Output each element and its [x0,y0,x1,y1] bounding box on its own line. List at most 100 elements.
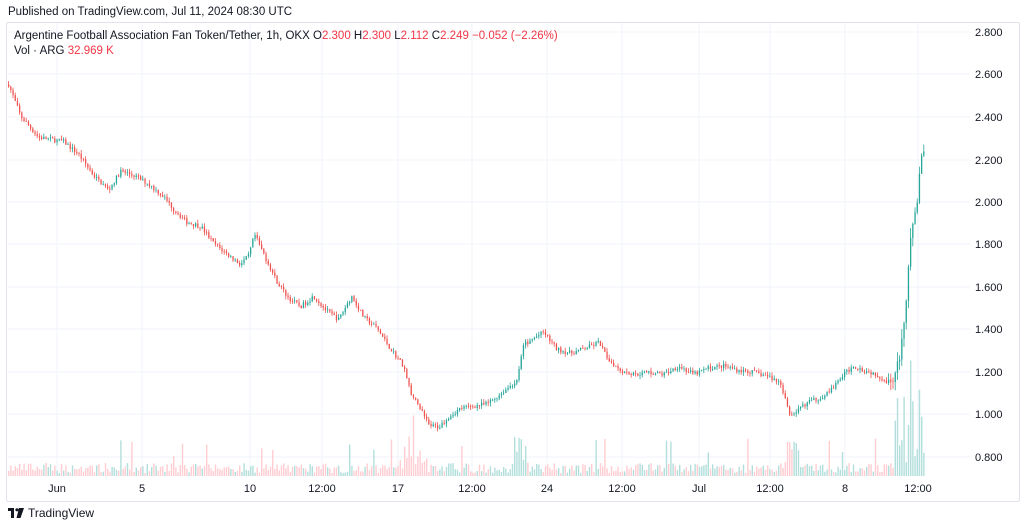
volume-bar [437,470,439,476]
volume-bar [283,463,285,476]
volume-bar [331,472,333,476]
candle-body [720,365,723,368]
volume-bar [881,471,883,476]
candle-body [701,370,703,372]
volume-bar [166,464,168,476]
candle-body [826,391,828,396]
volume-bar [21,469,23,476]
volume-bar [745,472,747,476]
volume-bar [296,466,298,476]
volume-bar [74,469,76,476]
candle-body [496,398,498,400]
candle-body [43,136,45,139]
y-tick-label: 2.200 [975,155,1003,167]
volume-bar [384,465,386,476]
candle-body [696,371,698,375]
candle-body [173,208,175,212]
volume-bar [342,472,344,476]
volume-bar [454,469,456,476]
volume-bar [247,470,250,476]
volume-bar [423,461,426,476]
volume-bar [443,471,445,476]
candle-body [454,414,456,416]
candle-body [322,305,324,308]
volume-bar [120,440,122,476]
candle-body [626,371,628,373]
volume-bar [637,463,639,476]
volume-bar [340,472,342,476]
candle-body [329,309,331,312]
volume-bar [751,465,753,476]
volume-bar [76,469,78,476]
candle-body [140,176,142,180]
candle-body [258,237,261,245]
volume-bar [811,465,813,476]
volume-bar [833,471,835,476]
y-tick-label: 1.200 [975,367,1003,379]
volume-bar [85,468,87,476]
candle-body [923,151,925,156]
candle-body [841,376,844,380]
volume-bar [918,389,921,476]
candle-body [734,368,736,370]
candle-body [679,366,681,369]
volume-bar [503,467,505,476]
volume-bar [804,465,806,476]
volume-bar [773,471,775,476]
candle-body [102,184,104,186]
volume-bar [353,471,355,476]
candle-body [533,337,536,340]
x-tick-label: 12:00 [458,483,486,495]
candle-body [355,300,357,306]
candle-body [78,153,80,154]
footer[interactable]: TradingView [8,506,94,520]
candle-body [221,248,223,252]
volume-bar [753,471,756,476]
volume-bar [736,471,738,476]
volume-bar [571,465,573,476]
candle-body [773,378,775,381]
volume-bar [828,440,830,476]
volume-bar [566,472,569,476]
candle-body [536,336,538,338]
volume-bar [203,466,206,476]
candle-body [692,370,694,374]
candle-body [309,301,311,303]
volume-bar [210,468,212,476]
volume-bar [410,456,412,476]
candle-body [230,256,232,258]
candle-body [848,369,850,372]
candle-body [500,393,503,396]
candle-body [804,404,806,407]
volume-bar [432,466,434,476]
candle-body [393,351,395,353]
candle-body [498,395,500,399]
volume-bar [386,469,388,476]
volume-bar [82,471,85,476]
volume-bar [564,465,566,476]
volume-bar [329,468,331,476]
candle-body [668,371,670,374]
volume-bar [221,470,223,476]
volume-bar [740,470,742,476]
candle-body [762,374,764,377]
candle-body [723,363,725,368]
candle-body [797,408,800,413]
volume-bar [135,467,137,476]
candle-body [377,326,379,331]
volume-bar [540,469,542,476]
candle-body [124,171,126,173]
volume-bar [716,466,718,476]
candle-body [560,347,562,353]
volume-bar [322,464,324,476]
volume-bar [562,465,564,476]
volume-bar [109,471,111,476]
x-tick-label: 10 [244,483,256,495]
candle-body [272,270,274,273]
volume-bar [762,465,764,476]
candle-body [19,105,21,113]
candle-body [698,370,701,375]
volume-bar [463,467,465,476]
volume-bar [806,463,808,476]
